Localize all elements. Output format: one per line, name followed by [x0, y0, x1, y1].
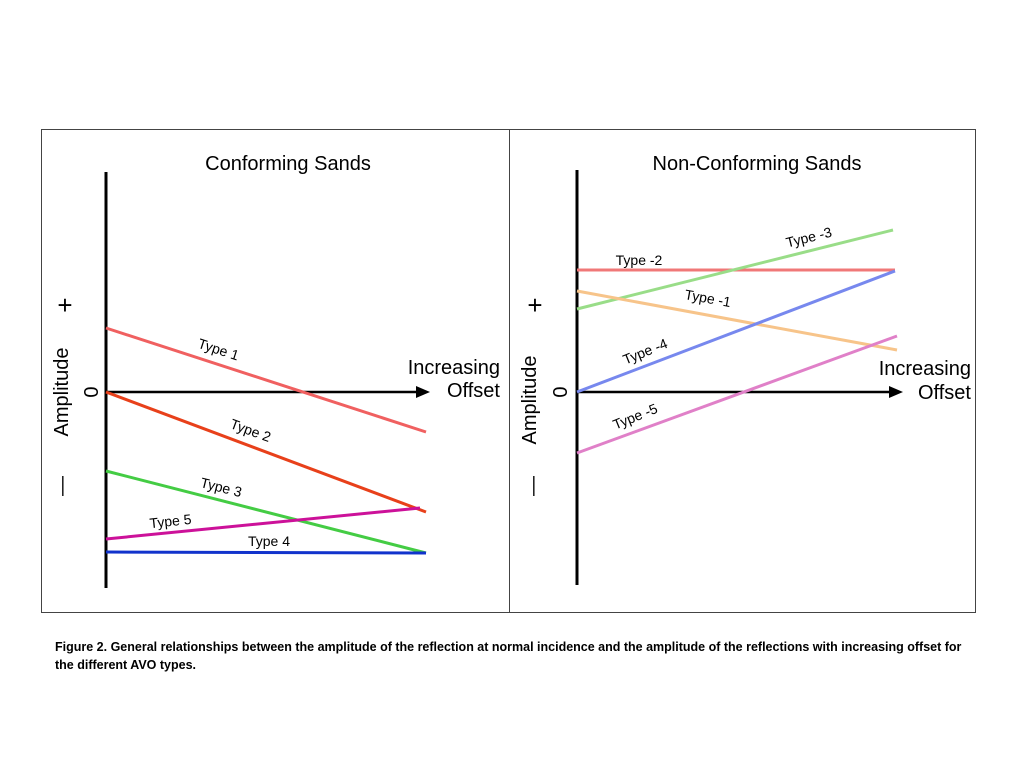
type-minus-4-label: Type -4 [620, 335, 669, 367]
type-3-line [105, 469, 427, 555]
type-2-line [105, 390, 427, 514]
plus-sign: + [57, 290, 72, 320]
type-4-label: Type 4 [248, 533, 290, 549]
type-minus-1-label: Type -1 [683, 286, 732, 310]
type-minus-4-line [576, 269, 896, 394]
type-5-label: Type 5 [149, 511, 193, 531]
type-minus-5-label: Type -5 [610, 400, 659, 432]
x-axis-label-line1: Increasing [879, 358, 971, 380]
figure-caption: Figure 2. General relationships between … [55, 640, 962, 672]
x-axis-arrowhead [889, 386, 903, 398]
panel-title: Non-Conforming Sands [653, 153, 862, 175]
figure-frame [41, 129, 976, 613]
type-4-line [105, 550, 427, 555]
plus-sign: + [527, 290, 542, 320]
x-axis-label-line2: Offset [447, 380, 500, 402]
x-axis-arrowhead [416, 386, 430, 398]
panel-conforming: Conforming Sands Increasing Offset + 0 A… [51, 153, 500, 588]
x-axis-label-line1: Increasing [408, 357, 500, 379]
type-minus-3-line [576, 228, 894, 311]
type-5-line [105, 506, 421, 541]
type-minus-5-line [576, 334, 898, 455]
panel-non-conforming: Non-Conforming Sands Increasing Offset +… [519, 153, 971, 585]
zero-label: 0 [550, 386, 572, 397]
type-1-line [105, 326, 427, 434]
type-minus-1-line [576, 289, 898, 352]
minus-sign: — [522, 476, 544, 496]
minus-sign: — [51, 476, 73, 496]
y-axis-label: Amplitude [519, 356, 541, 445]
x-axis-label-line2: Offset [918, 382, 971, 404]
panel-title: Conforming Sands [205, 153, 371, 175]
zero-label: 0 [81, 386, 103, 397]
type-minus-2-label: Type -2 [616, 252, 663, 268]
y-axis-label: Amplitude [51, 348, 73, 437]
